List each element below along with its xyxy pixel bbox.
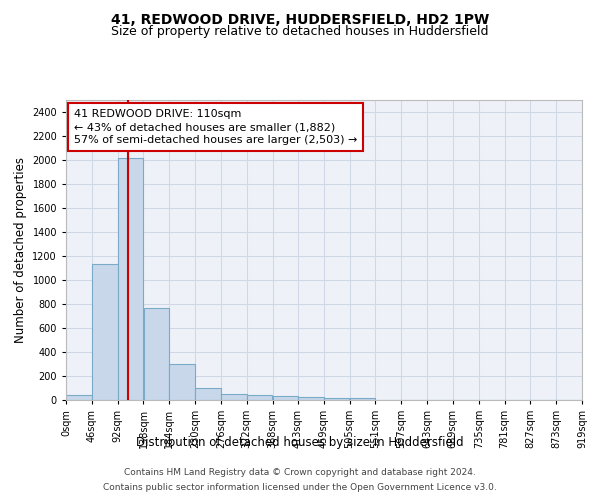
Bar [273,396,298,400]
Bar [118,158,143,400]
Text: Contains HM Land Registry data © Crown copyright and database right 2024.: Contains HM Land Registry data © Crown c… [124,468,476,477]
Bar [350,398,375,400]
Bar [143,308,169,400]
Bar [66,395,92,400]
Bar [169,364,195,400]
Bar [92,264,118,400]
Bar [195,388,221,400]
Bar [247,394,272,400]
Text: Size of property relative to detached houses in Huddersfield: Size of property relative to detached ho… [111,25,489,38]
Text: Distribution of detached houses by size in Huddersfield: Distribution of detached houses by size … [136,436,464,449]
Text: 41, REDWOOD DRIVE, HUDDERSFIELD, HD2 1PW: 41, REDWOOD DRIVE, HUDDERSFIELD, HD2 1PW [111,12,489,26]
Text: 41 REDWOOD DRIVE: 110sqm
← 43% of detached houses are smaller (1,882)
57% of sem: 41 REDWOOD DRIVE: 110sqm ← 43% of detach… [74,109,357,146]
Bar [221,394,247,400]
Y-axis label: Number of detached properties: Number of detached properties [14,157,26,343]
Bar [324,398,349,400]
Text: Contains public sector information licensed under the Open Government Licence v3: Contains public sector information licen… [103,483,497,492]
Bar [298,397,323,400]
